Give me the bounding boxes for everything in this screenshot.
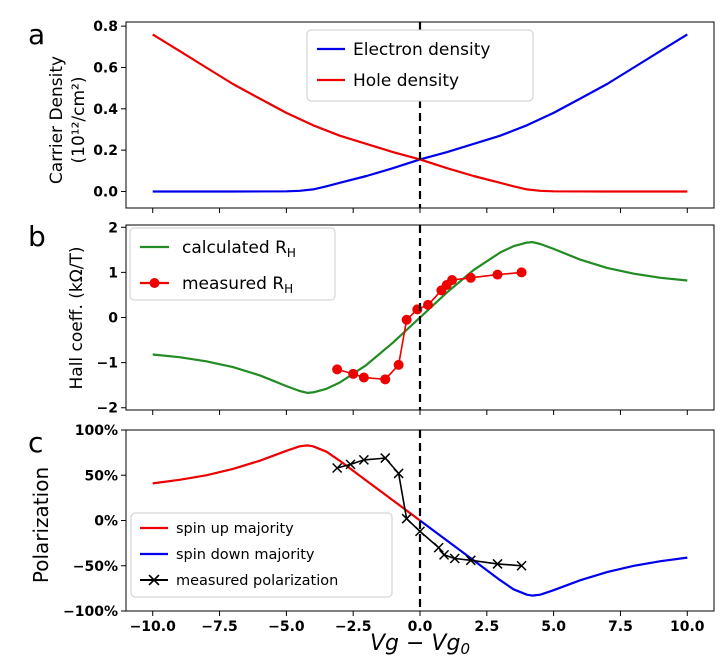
y-tick-label: 100% — [75, 423, 118, 439]
data-point — [332, 462, 343, 474]
y-tick-label: 0.6 — [93, 60, 118, 76]
panel-b-x-ticks — [152, 410, 688, 415]
data-point — [393, 468, 404, 479]
panel-b-legend: calculated RH measured RH — [129, 227, 336, 301]
legend-measpol-marker — [148, 574, 160, 586]
legend-meas-label: measured RH — [182, 274, 293, 296]
data-point — [516, 560, 527, 571]
data-point — [465, 272, 476, 283]
y-tick-label: 50% — [84, 468, 118, 484]
y-tick-label: 0.2 — [93, 143, 118, 159]
data-point — [401, 513, 412, 524]
panel-a-ylabel-line1: Carrier Density — [47, 56, 67, 184]
panel-b-frame — [125, 224, 715, 411]
legend-calc-label: calculated RH — [182, 238, 296, 260]
y-tick-label: −2 — [97, 401, 118, 417]
panel-a-x-ticks — [152, 208, 688, 213]
data-point — [358, 454, 369, 465]
y-tick-label: −100% — [63, 604, 118, 620]
legend-electron-label: Electron density — [353, 40, 490, 60]
series-line-spin-up-majority — [152, 444, 421, 522]
panel-letter-b: b — [28, 220, 46, 253]
data-point — [401, 314, 412, 325]
panel-letter-a: a — [28, 18, 45, 51]
legend-hole-label: Hole density — [353, 71, 459, 91]
panel-a-legend: Electron density Hole density — [306, 29, 534, 102]
panel-c-x-ticks: −10.0 −7.5 −5.0 −2.5 0.0 2.5 5.0 7.5 10.0 — [130, 611, 705, 635]
x-tick-label: −2.5 — [335, 619, 372, 635]
panel-a-ylabel-line2: (10¹²/cm²) — [69, 77, 89, 164]
data-point — [447, 275, 458, 286]
legend-spinup-label: spin up majority — [176, 521, 294, 537]
panel-b: −2 −1 0 1 2 Hall coeff. (kΩ/T) calculated RH… — [67, 220, 715, 417]
data-point — [345, 459, 356, 470]
y-tick-label: 0% — [94, 514, 118, 530]
panel-c-legend: spin up majority spin down majority meas… — [130, 512, 393, 598]
data-point — [414, 526, 426, 537]
legend-spindown-label: spin down majority — [176, 547, 315, 563]
x-tick-label: 7.5 — [608, 619, 633, 635]
panel-b-ylabel: Hall coeff. (kΩ/T) — [67, 247, 87, 390]
y-tick-label: 0.8 — [93, 19, 118, 35]
x-tick-label: −10.0 — [130, 619, 177, 635]
y-tick-label: 0 — [108, 311, 118, 327]
data-point — [465, 555, 476, 566]
panel-a-series — [152, 33, 688, 193]
series-line-hole-density — [152, 33, 688, 193]
panel-a-frame — [125, 21, 715, 209]
data-point — [439, 549, 450, 560]
panel-c-frame — [125, 429, 715, 612]
series-line-electron-density — [152, 33, 688, 193]
panel-letter-c: c — [28, 426, 43, 459]
data-point — [449, 553, 460, 564]
x-tick-label: 10.0 — [670, 619, 705, 635]
series-line-spin-down-majority — [419, 519, 688, 597]
data-point — [380, 374, 391, 385]
x-tick-label: 5.0 — [541, 619, 566, 635]
y-tick-label: −1 — [97, 356, 118, 372]
data-point — [423, 299, 434, 310]
x-axis-label: Vg − Vg0 — [370, 631, 470, 658]
x-tick-label: 2.5 — [474, 619, 499, 635]
series-line-measured-r-h — [336, 271, 522, 381]
data-point — [393, 359, 404, 370]
y-tick-label: 0.4 — [93, 102, 118, 118]
panel-c-ylabel: Polarization — [29, 467, 53, 583]
data-point — [433, 542, 444, 553]
data-point — [332, 364, 343, 375]
data-point — [348, 368, 359, 379]
y-tick-label: −50% — [73, 559, 118, 575]
x-tick-label: −7.5 — [201, 619, 238, 635]
data-point — [492, 269, 503, 280]
panel-a-y-ticks: 0.0 0.2 0.4 0.6 0.8 — [93, 19, 126, 200]
legend-measpol-label: measured polarization — [176, 573, 338, 589]
y-tick-label: 2 — [108, 220, 118, 236]
data-point — [358, 372, 369, 383]
panel-c-y-ticks: −100% −50% 0% 50% 100% — [63, 423, 126, 620]
x-tick-label: −5.0 — [268, 619, 305, 635]
legend-meas-marker — [149, 278, 160, 288]
y-tick-label: 1 — [108, 265, 118, 281]
data-point — [380, 453, 391, 464]
panel-a: 0.0 0.2 0.4 0.6 0.8 Carrier Density (10¹²/cm… — [47, 19, 715, 213]
panel-b-y-ticks: −2 −1 0 1 2 — [97, 220, 126, 417]
panel-c-series — [152, 444, 688, 597]
panel-c: −100% −50% 0% 50% 100% −10.0 −7.5 −5.0 −2.5 0.0 2… — [29, 423, 715, 658]
data-point — [516, 267, 527, 278]
data-point — [492, 558, 503, 569]
y-tick-label: 0.0 — [93, 184, 118, 200]
x-tick-label: 0.0 — [408, 619, 433, 635]
